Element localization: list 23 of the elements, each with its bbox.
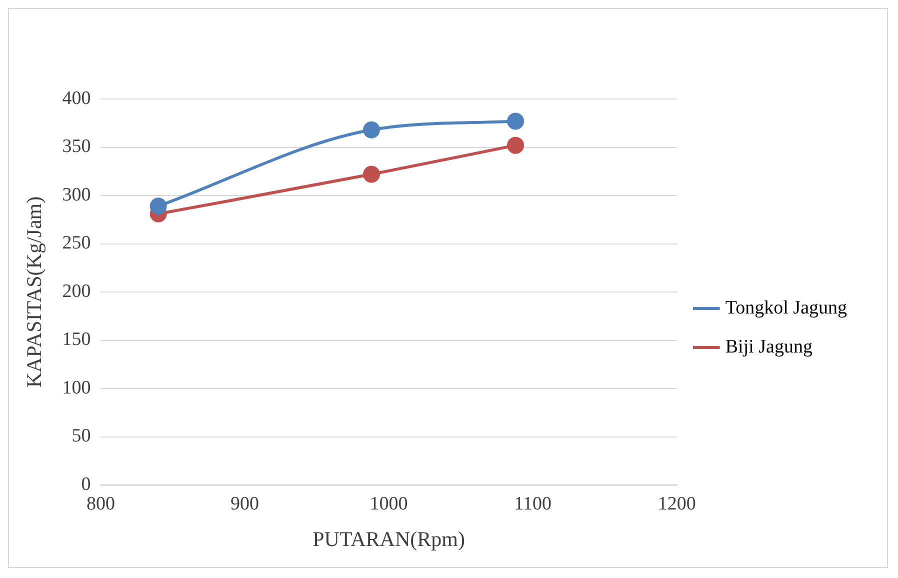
point — [363, 121, 380, 138]
y-tick-label: 0 — [81, 474, 91, 495]
x-tick-label: 1000 — [370, 493, 408, 514]
y-tick-label: 150 — [62, 329, 91, 350]
x-tick-label: 1100 — [514, 493, 552, 514]
x-tick-label: 800 — [86, 493, 115, 514]
legend-label: Tongkol Jagung — [725, 297, 848, 318]
point — [363, 166, 380, 183]
x-axis-title: PUTARAN(Rpm) — [312, 526, 465, 551]
point — [507, 136, 524, 154]
y-axis-title: KAPASITAS(Kg/Jam) — [22, 196, 46, 388]
y-tick-label: 100 — [62, 377, 91, 398]
y-tick-label: 400 — [62, 88, 91, 109]
x-tick-label: 1200 — [658, 493, 696, 514]
point — [150, 198, 167, 215]
x-tick-label: 900 — [230, 493, 259, 514]
y-tick-label: 350 — [62, 136, 91, 158]
point — [507, 112, 524, 130]
y-tick-label: 200 — [62, 280, 91, 302]
legend-label: Biji Jagung — [725, 336, 813, 358]
y-tick-label: 50 — [72, 426, 91, 447]
y-tick-label: 250 — [62, 232, 91, 254]
y-tick-label: 300 — [62, 184, 91, 206]
